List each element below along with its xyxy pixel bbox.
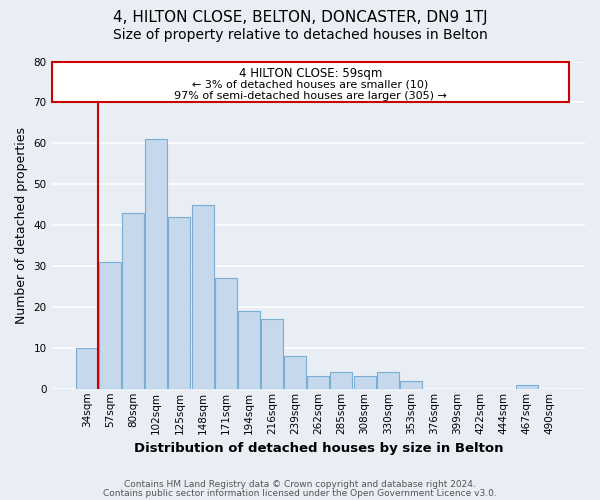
Bar — [377, 372, 399, 389]
Bar — [76, 348, 98, 389]
Bar — [400, 380, 422, 389]
Text: 4 HILTON CLOSE: 59sqm: 4 HILTON CLOSE: 59sqm — [239, 68, 382, 80]
Text: ← 3% of detached houses are smaller (10): ← 3% of detached houses are smaller (10) — [192, 80, 428, 90]
Bar — [284, 356, 306, 389]
X-axis label: Distribution of detached houses by size in Belton: Distribution of detached houses by size … — [134, 442, 503, 455]
Bar — [169, 217, 190, 389]
Bar — [191, 204, 214, 389]
Bar — [515, 384, 538, 389]
Bar — [261, 319, 283, 389]
Text: 97% of semi-detached houses are larger (305) →: 97% of semi-detached houses are larger (… — [174, 91, 447, 101]
Bar — [307, 376, 329, 389]
Text: Contains HM Land Registry data © Crown copyright and database right 2024.: Contains HM Land Registry data © Crown c… — [124, 480, 476, 489]
Y-axis label: Number of detached properties: Number of detached properties — [15, 126, 28, 324]
Text: 4, HILTON CLOSE, BELTON, DONCASTER, DN9 1TJ: 4, HILTON CLOSE, BELTON, DONCASTER, DN9 … — [113, 10, 487, 25]
Bar — [353, 376, 376, 389]
Bar — [238, 311, 260, 389]
Bar — [331, 372, 352, 389]
Bar — [99, 262, 121, 389]
Bar — [122, 213, 144, 389]
Bar — [215, 278, 236, 389]
Bar — [145, 139, 167, 389]
FancyBboxPatch shape — [52, 62, 569, 102]
Text: Contains public sector information licensed under the Open Government Licence v3: Contains public sector information licen… — [103, 488, 497, 498]
Text: Size of property relative to detached houses in Belton: Size of property relative to detached ho… — [113, 28, 487, 42]
